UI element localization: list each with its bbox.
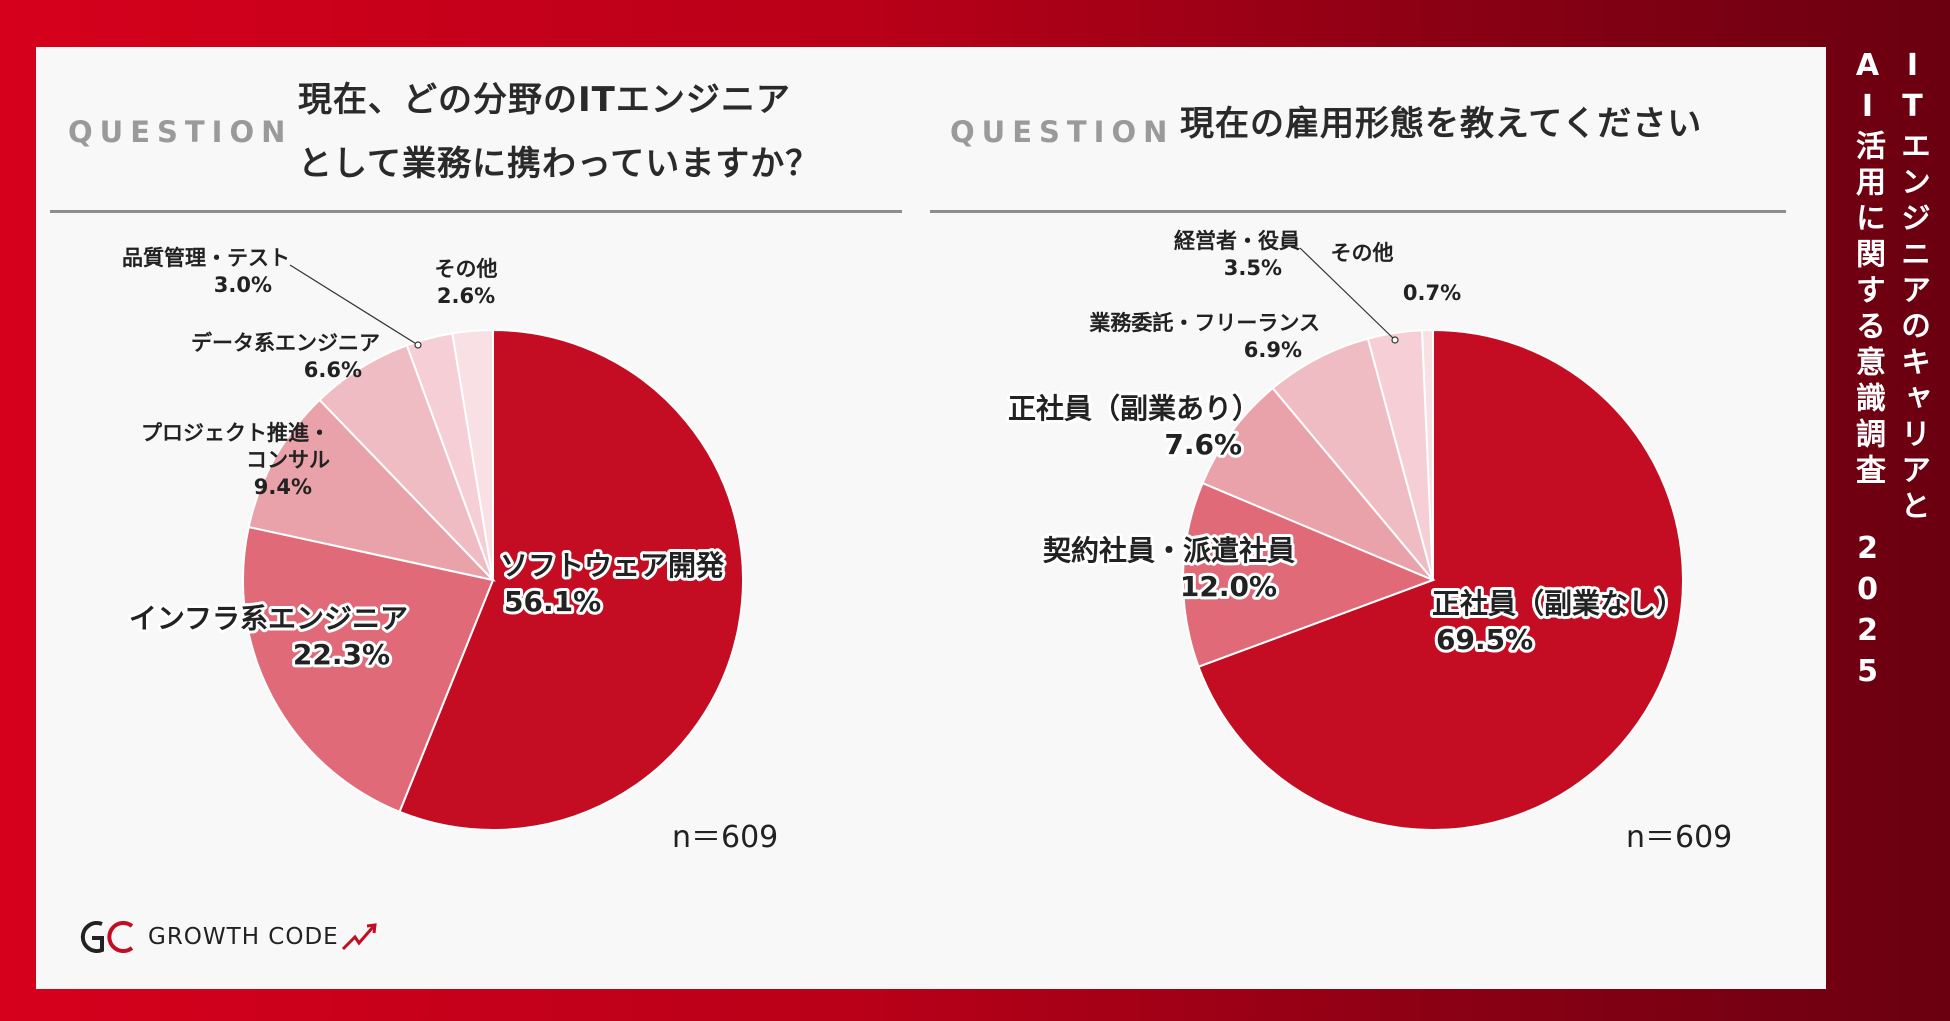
left-leader-dot-4 [414, 341, 422, 349]
growth-arrow-icon [341, 923, 377, 951]
left-slice-label-0-0: ソフトウェア開発 [500, 549, 725, 582]
side-title-line1: ITエンジニアのキャリアと [1895, 48, 1930, 526]
right-slice-label-1-0: 契約社員・派遣社員 [1043, 534, 1295, 567]
left-slice-label-1-0: インフラ系エンジニア [129, 602, 408, 635]
right-pie-slice-2 [1201, 386, 1434, 581]
left-slice-value-5: 2.6% [437, 284, 495, 308]
left-slice-label-4-0: 品質管理・テスト [122, 246, 290, 270]
right-question-text: 現在の雇用形態を教えてください [1180, 104, 1703, 144]
brand-name: GROWTH CODE [148, 924, 339, 950]
right-divider [930, 210, 1786, 213]
left-pie-slice-0 [398, 328, 744, 831]
left-pie-slice-2 [247, 398, 497, 582]
left-sample-size: n＝609 [672, 820, 779, 855]
left-slice-value-1: 22.3% [293, 638, 390, 671]
left-question-line1: 現在、どの分野のITエンジニア [298, 80, 791, 120]
right-pie-slice-5 [1420, 328, 1434, 581]
right-pie-slice-1 [1182, 481, 1436, 669]
right-leader-dot-4 [1391, 336, 1399, 344]
left-divider [50, 210, 902, 213]
right-slice-value-0: 69.5% [1436, 623, 1533, 656]
left-question-line2: として業務に携わっていますか？ [298, 144, 821, 184]
left-question-label: QUESTION [68, 115, 293, 149]
left-slice-value-2: 9.4% [254, 475, 312, 499]
right-leader-line-4 [1299, 247, 1396, 341]
right-slice-label-0-0: 正社員（副業なし） [1432, 587, 1684, 620]
right-slice-value-1: 12.0% [1180, 570, 1277, 603]
left-slice-value-3: 6.6% [304, 358, 362, 382]
left-question-text: 現在、どの分野のITエンジニア として業務に携わっていますか？ [298, 68, 820, 196]
left-slice-label-5-0: その他 [435, 257, 498, 281]
left-slice-label-3-0: データ系エンジニア [191, 331, 380, 355]
right-slice-label-5-0: その他 [1331, 241, 1394, 265]
right-slice-label-3-0: 業務委託・フリーランス [1089, 311, 1320, 335]
left-slice-value-4: 3.0% [214, 273, 272, 297]
left-slice-label-2-1: コンサル [246, 448, 330, 472]
right-slice-value-5: 0.7% [1403, 281, 1461, 305]
right-slice-value-2: 7.6% [1164, 428, 1242, 461]
left-slice-value-0: 56.1% [504, 585, 601, 618]
left-pie-slice-5 [451, 328, 494, 581]
right-pie-slice-0 [1197, 328, 1685, 831]
left-slice-label-2-0: プロジェクト推進・ [141, 421, 330, 445]
right-slice-value-4: 3.5% [1224, 256, 1282, 280]
right-slice-label-4-0: 経営者・役員 [1174, 229, 1300, 253]
right-slice-label-2-0: 正社員（副業あり） [1008, 392, 1260, 425]
right-pie-slice-3 [1271, 337, 1434, 581]
right-slice-value-3: 6.9% [1244, 338, 1302, 362]
side-title-line2: AI活用に関する意識調査 2025 [1850, 48, 1885, 695]
right-sample-size: n＝609 [1626, 820, 1733, 855]
brand-logo: GROWTH CODE [72, 912, 379, 962]
growth-code-logo-icon [80, 921, 134, 953]
right-question-label: QUESTION [950, 115, 1175, 149]
left-pie-slice-1 [242, 525, 495, 814]
left-leader-line-4 [289, 264, 419, 346]
